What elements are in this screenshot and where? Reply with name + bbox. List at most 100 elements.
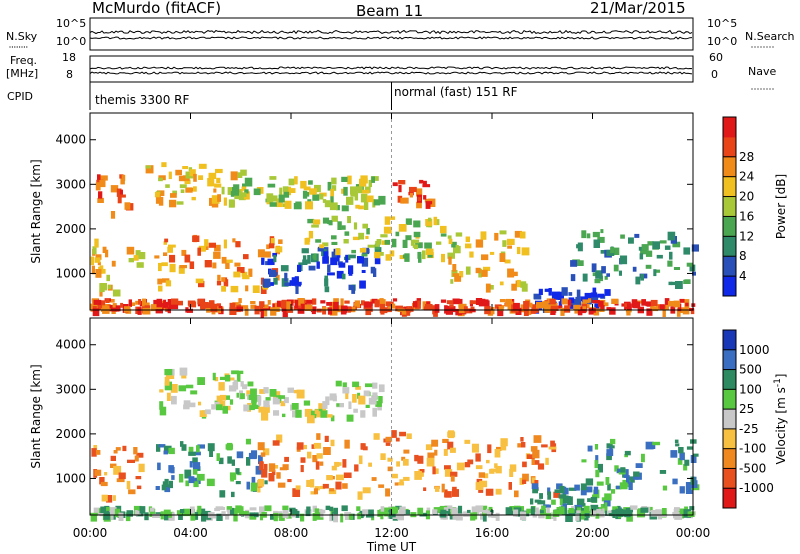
echo-cell <box>576 260 584 266</box>
nave-tick-bottom: 0 <box>711 68 718 81</box>
echo-cell <box>118 512 124 521</box>
echo-cell <box>362 487 371 494</box>
echo-cell <box>219 394 227 401</box>
x-tick-label: 00:00 <box>676 526 711 540</box>
echo-cell <box>621 303 626 307</box>
echo-cell <box>320 485 326 490</box>
echo-cell <box>283 397 289 404</box>
echo-cell <box>343 472 352 478</box>
echo-cell <box>242 275 250 280</box>
echo-cell <box>293 203 302 210</box>
echo-cell <box>496 446 502 451</box>
echo-cell <box>423 487 427 491</box>
echo-cell <box>315 461 320 470</box>
echo-cell <box>183 400 191 405</box>
echo-cell <box>246 390 254 397</box>
echo-cell <box>562 495 569 504</box>
echo-cell <box>364 186 371 193</box>
echo-cell <box>106 274 110 282</box>
echo-cell <box>593 308 600 316</box>
echo-cell <box>164 238 169 243</box>
echo-cell <box>592 231 600 238</box>
echo-cell <box>253 395 261 402</box>
echo-cell <box>113 465 122 475</box>
echo-cell <box>494 232 499 241</box>
echo-cell <box>344 300 350 304</box>
echo-cell <box>485 488 494 496</box>
echo-cell <box>103 512 110 520</box>
echo-cell <box>138 463 145 473</box>
echo-cell <box>594 303 599 311</box>
colorbar-tick-label: -25 <box>739 422 759 436</box>
echo-cell <box>216 395 223 402</box>
echo-cell <box>679 486 685 494</box>
echo-cell <box>282 186 289 192</box>
echo-cell <box>105 249 109 258</box>
echo-cell <box>306 479 312 487</box>
echo-cell <box>250 482 258 492</box>
echo-cell <box>238 194 246 201</box>
echo-cell <box>664 245 671 250</box>
y-tick-label: 4000 <box>55 133 86 147</box>
echo-cell <box>413 220 421 228</box>
echo-cell <box>625 309 632 313</box>
echo-cell <box>449 304 454 308</box>
echo-cell <box>488 506 493 511</box>
echo-cell <box>329 513 333 522</box>
echo-cell <box>295 409 302 418</box>
echo-cell <box>179 367 188 376</box>
echo-cell <box>630 505 638 510</box>
echo-cell <box>360 175 368 184</box>
echo-cell <box>482 513 487 522</box>
echo-cell <box>400 197 404 204</box>
echo-cell <box>500 441 507 451</box>
echo-cell <box>447 441 454 450</box>
echo-cell <box>231 459 235 466</box>
echo-cell <box>225 374 231 382</box>
echo-cell <box>385 442 391 446</box>
echo-cell <box>205 409 211 415</box>
echo-cell <box>443 507 449 511</box>
echo-cell <box>545 512 551 520</box>
echo-cell <box>332 395 337 402</box>
echo-cell <box>236 451 244 459</box>
echo-cell <box>235 370 244 374</box>
echo-cell <box>555 305 563 309</box>
echo-cell <box>249 507 257 511</box>
echo-cell <box>579 309 586 314</box>
echo-cell <box>672 478 678 485</box>
echo-cell <box>269 272 278 276</box>
echo-cell <box>258 400 262 406</box>
echo-cell <box>513 302 520 311</box>
echo-cell <box>529 302 533 308</box>
echo-cell <box>361 189 370 194</box>
echo-cell <box>426 457 435 467</box>
echo-cell <box>322 217 330 224</box>
echo-cell <box>312 455 318 463</box>
echo-cell <box>328 220 333 226</box>
echo-cell <box>348 254 356 259</box>
echo-cell <box>270 238 275 245</box>
echo-cell <box>444 505 453 511</box>
echo-cell <box>617 468 623 473</box>
echo-cell <box>670 450 678 458</box>
echo-cell <box>245 285 249 292</box>
echo-cell <box>684 459 690 466</box>
echo-cell <box>600 229 604 234</box>
echo-cell <box>168 447 175 455</box>
echo-cell <box>576 289 581 298</box>
colorbar-tick-label: 24 <box>739 170 754 184</box>
echo-cell <box>499 281 504 286</box>
echo-cell <box>200 508 206 515</box>
echo-cell <box>163 445 172 453</box>
echo-cell <box>482 299 489 306</box>
nsky-legend-dot <box>16 46 18 48</box>
echo-cell <box>652 241 660 250</box>
echo-cell <box>480 513 484 520</box>
colorbar-segment <box>723 176 736 198</box>
echo-cell <box>221 285 226 292</box>
echo-cell <box>590 294 599 304</box>
echo-cell <box>342 382 347 388</box>
echo-cell <box>213 251 221 259</box>
echo-cell <box>158 177 163 182</box>
